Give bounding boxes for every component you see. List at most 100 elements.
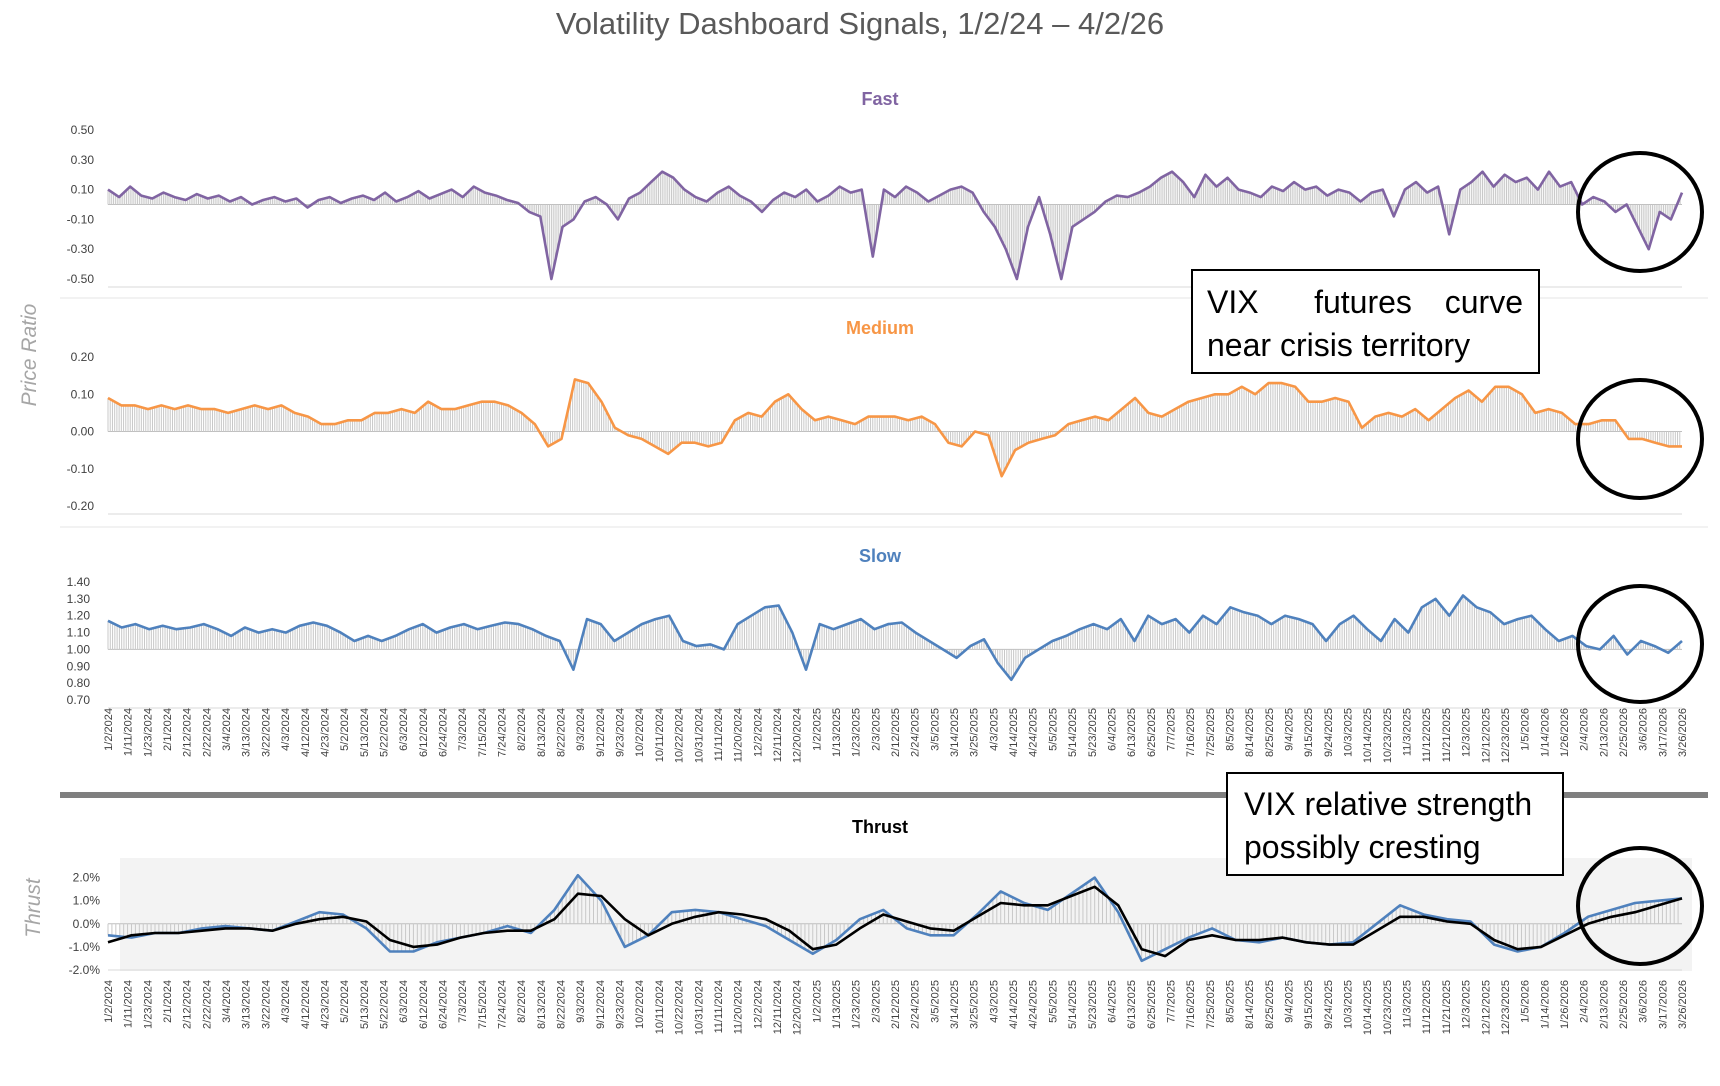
fast-ytick-label: -0.10 <box>67 212 95 226</box>
slow-xtick-label: 10/3/2025 <box>1343 708 1355 757</box>
slow-xtick-label: 3/26/2026 <box>1677 708 1689 757</box>
slow-xtick-label: 7/3/2024 <box>457 708 469 751</box>
slow-xtick-label: 1/11/2024 <box>123 708 135 756</box>
slow-xtick-label: 2/24/2025 <box>910 708 922 757</box>
slow-panel-title: Slow <box>859 546 902 566</box>
fast-xtick-label: 5/22/2024 <box>339 0 388 3</box>
fast-xtick-label: 8/5/2025 <box>1191 0 1234 3</box>
fast-xtick-label: 3/13/2024 <box>201 0 250 3</box>
fast-xtick-label: 2/12/2024 <box>142 0 191 3</box>
thrust-xtick-label: 8/14/2025 <box>1244 980 1256 1029</box>
medium-ytick-label: 0.20 <box>71 350 95 364</box>
slow-ytick-label: 1.20 <box>67 609 91 623</box>
fast-xtick-label: 1/23/2025 <box>811 0 860 3</box>
thrust-xtick-label: 8/25/2025 <box>1264 980 1276 1029</box>
thrust-xtick-label: 1/26/2026 <box>1559 980 1571 1029</box>
slow-xtick-label: 12/23/2025 <box>1500 708 1512 763</box>
thrust-xtick-label: 6/12/2024 <box>418 980 430 1029</box>
fast-xtick-label: 7/7/2025 <box>1132 0 1175 3</box>
slow-xtick-label: 10/14/2025 <box>1362 708 1374 763</box>
slow-xtick-label: 6/3/2024 <box>398 708 410 751</box>
slow-xtick-label: 4/12/2024 <box>300 708 312 757</box>
fast-xtick-label: 12/11/2024 <box>727 0 781 3</box>
thrust-xtick-label: 7/25/2025 <box>1205 980 1217 1029</box>
section-divider <box>60 792 1708 798</box>
slow-ytick-label: 0.70 <box>67 693 91 707</box>
fast-xtick-label: 3/14/2025 <box>909 0 958 3</box>
thrust-xtick-label: 3/4/2024 <box>221 980 233 1023</box>
slow-xtick-label: 8/13/2024 <box>536 708 548 757</box>
slow-xtick-label: 9/15/2025 <box>1303 708 1315 757</box>
thrust-ytick-label: -2.0% <box>69 963 101 977</box>
fast-xtick-label: 1/23/2024 <box>102 0 151 3</box>
fast-xtick-label: 6/24/2024 <box>398 0 447 3</box>
thrust-xtick-label: 1/14/2026 <box>1539 980 1551 1029</box>
thrust-xtick-label: 7/3/2024 <box>457 980 469 1023</box>
fast-xtick-label: 6/4/2025 <box>1073 0 1116 3</box>
slow-xtick-label: 1/2/2024 <box>103 708 115 751</box>
slow-xtick-label: 3/4/2024 <box>221 708 233 751</box>
slow-xtick-label: 4/23/2024 <box>319 708 331 757</box>
slow-xtick-label: 6/13/2025 <box>1126 708 1138 757</box>
thrust-xtick-label: 9/24/2025 <box>1323 980 1335 1029</box>
fast-xtick-label: 4/23/2024 <box>279 0 328 3</box>
slow-xtick-label: 9/12/2024 <box>595 708 607 757</box>
fast-panel-title: Fast <box>861 89 898 109</box>
thrust-xtick-label: 11/11/2024 <box>713 980 725 1033</box>
thrust-xtick-label: 1/23/2024 <box>142 980 154 1029</box>
thrust-xtick-label: 6/24/2024 <box>437 980 449 1029</box>
thrust-xtick-label: 7/7/2025 <box>1165 980 1177 1023</box>
thrust-xtick-label: 9/12/2024 <box>595 980 607 1029</box>
highlight-circle-thrust <box>1576 846 1704 966</box>
slow-xtick-label: 9/3/2024 <box>575 708 587 751</box>
fast-xtick-label: 3/5/2025 <box>896 0 939 3</box>
fast-xtick-label: 8/2/2024 <box>482 0 525 3</box>
fast-xtick-label: 12/12/2025 <box>1434 0 1489 3</box>
medium-series-line-0 <box>107 378 1682 478</box>
slow-ytick-label: 1.30 <box>67 592 91 606</box>
thrust-xtick-label: 3/14/2025 <box>949 980 961 1029</box>
thrust-xtick-label: 10/14/2025 <box>1362 980 1374 1035</box>
fast-xtick-label: 4/3/2024 <box>246 0 289 3</box>
slow-xtick-label: 3/14/2025 <box>949 708 961 757</box>
thrust-xtick-label: 12/11/2024 <box>772 980 784 1034</box>
thrust-panel: 2.0% 1.0% 0.0% -1.0% -2.0%1/2/2024 1/11/2024 1… <box>69 871 1689 1036</box>
thrust-xtick-label: 4/3/2024 <box>280 980 292 1023</box>
thrust-xtick-label: 3/25/2025 <box>969 980 981 1029</box>
slow-xtick-label: 8/22/2024 <box>556 708 568 757</box>
thrust-xtick-label: 11/3/2025 <box>1402 980 1414 1028</box>
fast-ytick-label: 0.30 <box>71 153 95 167</box>
fast-xtick-label: 12/23/2025 <box>1454 0 1509 3</box>
slow-xtick-label: 12/2/2024 <box>752 708 764 757</box>
thrust-xtick-label: 7/24/2024 <box>497 980 509 1029</box>
thrust-ytick-label: 2.0% <box>73 871 101 885</box>
thrust-xtick-label: 10/31/2024 <box>693 980 705 1035</box>
slow-xtick-label: 12/12/2025 <box>1480 708 1492 763</box>
fast-xtick-label: 5/5/2025 <box>1014 0 1057 3</box>
thrust-xtick-label: 11/21/2025 <box>1441 980 1453 1034</box>
fast-xtick-label: 3/22/2024 <box>220 0 269 3</box>
fast-xtick-label: 10/2/2024 <box>594 0 643 3</box>
chart-title: Volatility Dashboard Signals, 1/2/24 – 4… <box>556 6 1164 41</box>
slow-xtick-label: 10/11/2024 <box>654 708 666 762</box>
fast-ytick-label: 0.10 <box>71 183 95 197</box>
medium-panel: 0.20 0.10 0.00 -0.10 -0.20 <box>67 350 1682 515</box>
thrust-xtick-label: 4/14/2025 <box>1008 980 1020 1029</box>
thrust-xtick-label: 2/1/2024 <box>162 980 174 1023</box>
thrust-xtick-label: 1/2/2025 <box>811 980 823 1023</box>
thrust-xtick-label: 2/25/2026 <box>1618 980 1630 1029</box>
thrust-xtick-label: 7/15/2024 <box>477 980 489 1029</box>
thrust-xtick-label: 1/23/2025 <box>851 980 863 1029</box>
slow-xtick-label: 6/25/2025 <box>1146 708 1158 757</box>
fast-panel: 0.50 0.30 0.10 -0.10 -0.30 -0.50 1/2/20241/11/… <box>67 0 1686 288</box>
fast-xtick-label: 2/13/2026 <box>1558 0 1607 3</box>
thrust-xtick-label: 7/16/2025 <box>1185 980 1197 1029</box>
fast-xtick-label: 11/11/2024 <box>669 0 722 3</box>
annotation-box <box>1191 269 1540 374</box>
slow-xtick-label: 8/14/2025 <box>1244 708 1256 757</box>
slow-xtick-label: 4/14/2025 <box>1008 708 1020 757</box>
thrust-axis-title: Thrust <box>22 877 45 938</box>
thrust-xtick-label: 3/13/2024 <box>241 980 253 1029</box>
thrust-ytick-label: -1.0% <box>69 940 101 954</box>
